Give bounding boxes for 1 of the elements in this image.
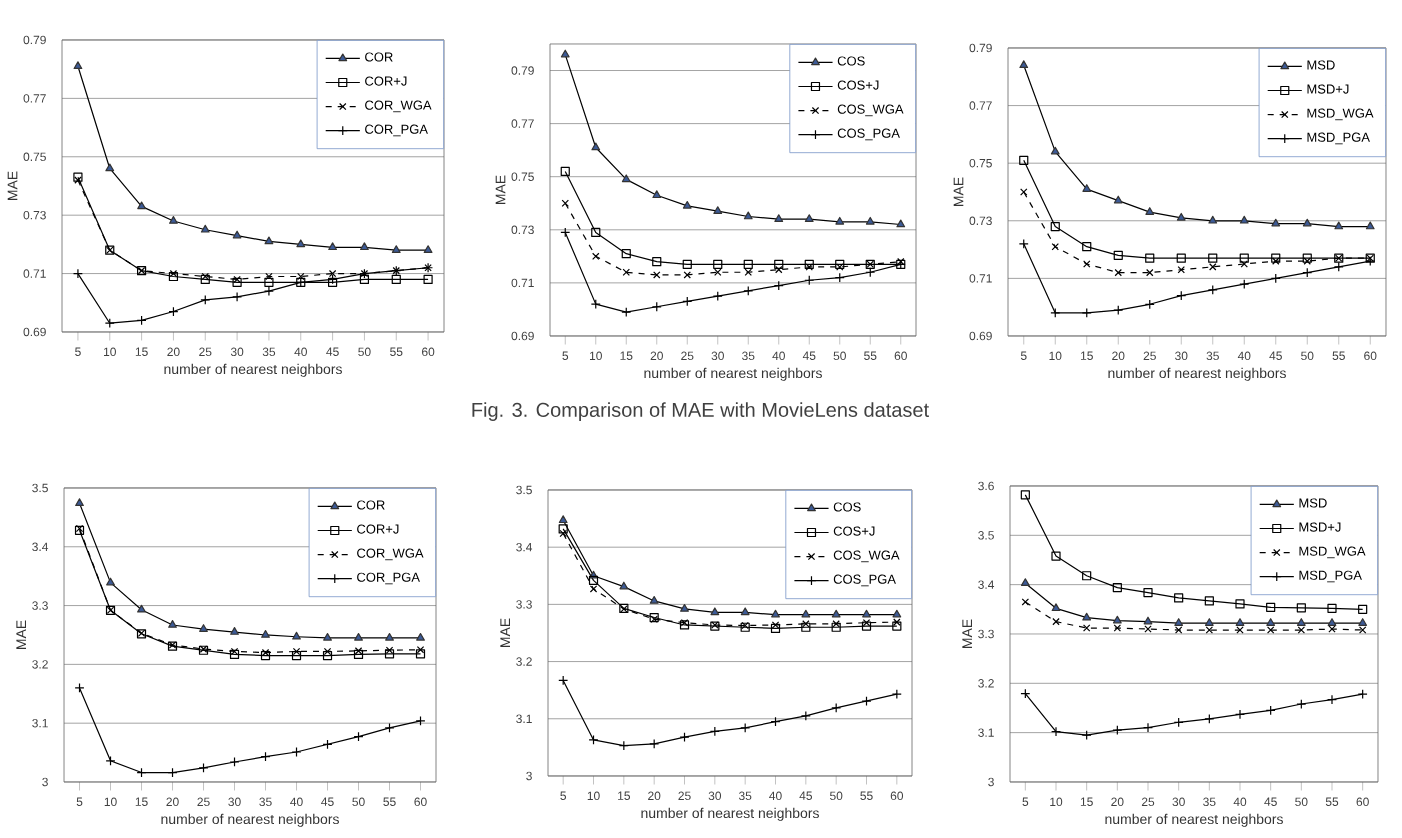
caption: Fig. 3. Comparison of MAE with MovieLens dataset xyxy=(472,402,929,421)
